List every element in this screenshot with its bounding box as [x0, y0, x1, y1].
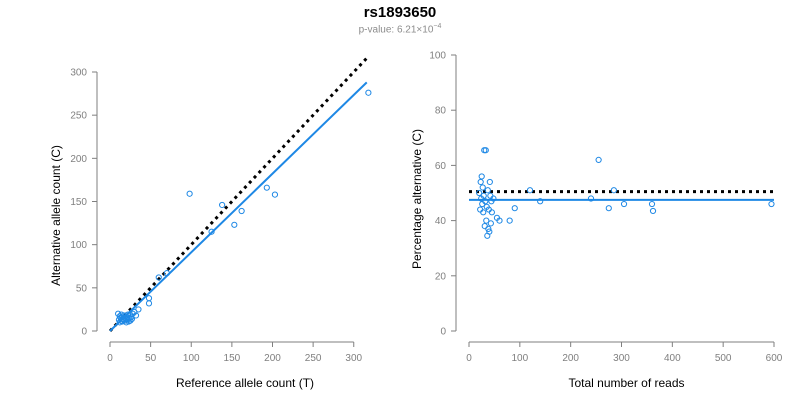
left-data-point	[263, 184, 270, 191]
right-y-tick-label: 60	[435, 161, 447, 172]
right-x-tick-label: 200	[562, 353, 579, 364]
right-x-tick-label: 400	[664, 353, 681, 364]
right-data-point	[649, 207, 657, 215]
right-data-point	[484, 187, 491, 194]
left-y-tick-label: 0	[81, 327, 87, 338]
left-y-tick-label: 150	[70, 197, 87, 208]
left-points	[115, 89, 372, 326]
right-data-point	[496, 217, 503, 224]
right-y-tick-label: 80	[435, 106, 447, 117]
right-data-point	[768, 200, 775, 208]
left-data-point	[271, 191, 279, 198]
left-y-tick-label: 250	[70, 111, 87, 122]
left-data-point	[129, 310, 136, 317]
left-y-tick-label: 100	[70, 240, 87, 251]
left-x-tick-label: 300	[345, 353, 362, 364]
right-x-tick-label: 500	[715, 353, 732, 364]
right-data-point	[480, 209, 487, 216]
left-data-point	[132, 312, 140, 319]
right-scatter-panel: 0 100 200 300 400 500 600 0 20 40 60 80 100 Total num…	[410, 51, 783, 391]
left-x-tick-label: 150	[224, 353, 241, 364]
left-y-axis-title: Alternative allele count (C)	[49, 145, 63, 286]
right-x-tick-label: 100	[511, 353, 528, 364]
left-data-point	[163, 270, 170, 277]
right-data-point	[486, 178, 493, 186]
left-reference-line	[108, 57, 368, 333]
right-y-tick-label: 20	[435, 271, 447, 282]
chart-subtitle: p-value: 6.21×10−4	[0, 23, 800, 35]
right-data-point	[506, 217, 513, 224]
left-data-point	[208, 228, 215, 235]
right-points	[476, 147, 775, 239]
right-data-point	[488, 209, 495, 216]
chart-title: rs1893650	[363, 4, 437, 21]
right-data-point	[526, 187, 534, 194]
left-data-point	[231, 221, 238, 228]
left-data-point	[219, 201, 226, 209]
left-data-point	[127, 317, 134, 324]
right-data-point	[511, 205, 518, 212]
left-x-axis-title: Reference allele count (T)	[176, 376, 314, 390]
right-data-point	[605, 205, 612, 212]
left-x-tick-label: 250	[305, 353, 322, 364]
right-data-point	[648, 200, 656, 208]
left-y-tick-label: 50	[76, 283, 88, 294]
right-y-tick-label: 100	[429, 51, 446, 62]
left-x-tick-label: 200	[264, 353, 281, 364]
p-value-label: p-value: 6.21×10	[358, 24, 434, 36]
left-data-point	[135, 306, 142, 313]
left-fit-line	[109, 81, 368, 332]
right-y-tick-label: 40	[435, 216, 447, 227]
right-y-axis-title: Percentage alternative (C)	[410, 129, 424, 269]
left-x-tick-label: 100	[183, 353, 200, 364]
right-data-point	[486, 228, 493, 235]
right-data-point	[490, 195, 497, 202]
right-data-point	[482, 198, 489, 205]
right-x-axis-title: Total number of reads	[568, 376, 684, 390]
left-data-point	[155, 274, 162, 281]
right-x-tick-label: 300	[613, 353, 630, 364]
right-data-point	[481, 223, 488, 230]
right-data-point	[610, 187, 617, 194]
left-y-tick-label: 200	[70, 154, 87, 165]
left-x-axis: 0 50 100 150 200 250 300	[107, 341, 363, 364]
left-x-tick-label: 50	[145, 353, 157, 364]
right-data-point	[595, 156, 602, 163]
right-x-tick-label: 600	[766, 353, 783, 364]
right-data-point	[620, 200, 628, 208]
right-data-point	[587, 195, 595, 202]
right-data-point	[483, 217, 490, 224]
left-scatter-panel: 0 50 100 150 200 250 300 0 50 100 150 200 250 300 Refe…	[49, 57, 372, 390]
right-data-point	[478, 173, 485, 180]
right-data-point	[477, 178, 484, 186]
left-y-tick-label: 300	[70, 68, 87, 79]
left-y-axis: 0 50 100 150 200 250 300	[70, 68, 98, 338]
left-x-tick-label: 0	[107, 353, 113, 364]
right-data-point	[479, 184, 486, 191]
left-data-point	[145, 300, 153, 307]
left-data-point	[365, 89, 372, 96]
left-data-point	[238, 207, 245, 215]
left-data-point	[145, 295, 153, 302]
right-data-point	[537, 198, 544, 205]
right-x-axis: 0 100 200 300 400 500 600	[466, 341, 783, 364]
right-y-tick-label: 0	[440, 327, 446, 338]
right-data-point	[487, 220, 494, 227]
right-data-point	[480, 192, 487, 199]
right-data-point	[476, 189, 483, 197]
right-y-axis: 0 20 40 60 80 100	[429, 51, 457, 338]
right-x-tick-label: 0	[466, 353, 472, 364]
left-data-point	[186, 190, 193, 197]
right-data-point	[485, 225, 492, 232]
p-value-exponent: −4	[433, 23, 442, 30]
right-data-point	[482, 147, 489, 154]
